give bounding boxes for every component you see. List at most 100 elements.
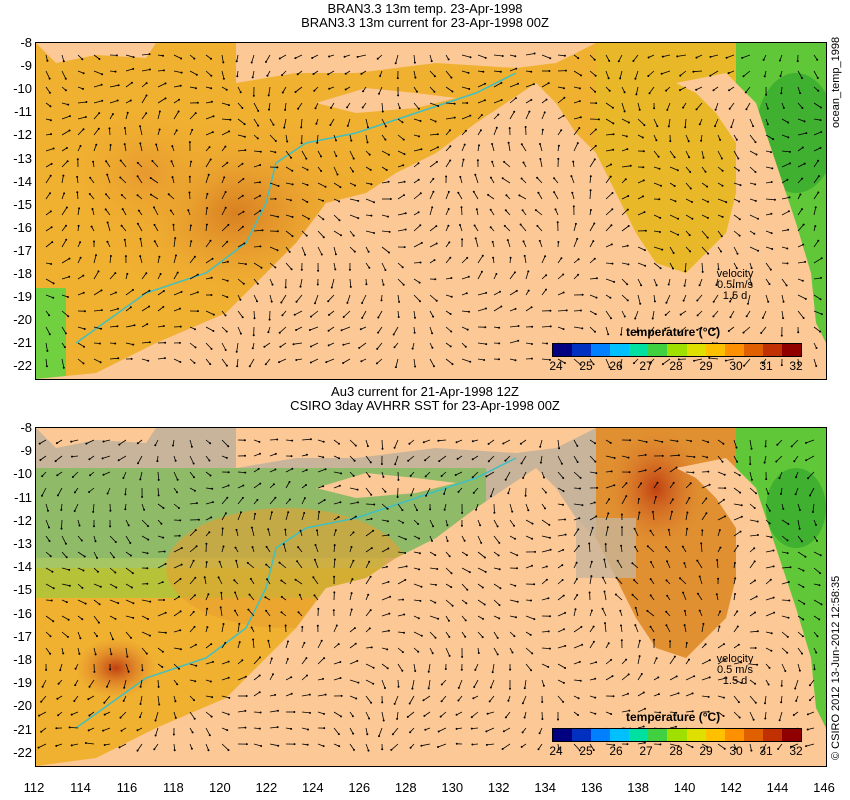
current-arrow xyxy=(685,497,690,505)
current-arrow xyxy=(650,626,655,633)
current-arrow-head xyxy=(466,102,469,104)
current-arrow-head xyxy=(696,314,699,317)
current-arrow-head xyxy=(685,642,688,644)
current-arrow xyxy=(237,134,245,138)
current-arrow-head xyxy=(106,173,109,176)
current-arrow-head xyxy=(136,194,139,197)
current-arrow-head xyxy=(407,459,410,462)
current-arrow xyxy=(653,214,661,219)
current-arrow-head xyxy=(786,552,789,555)
current-arrow-head xyxy=(788,150,791,153)
current-arrow-head xyxy=(370,646,373,649)
current-arrow-head xyxy=(148,305,151,308)
current-arrow-head xyxy=(677,358,680,361)
current-arrow-head xyxy=(659,711,662,714)
current-arrow xyxy=(781,118,789,123)
current-arrow-head xyxy=(226,296,229,299)
current-arrow-head xyxy=(509,687,511,690)
current-arrow xyxy=(809,487,815,496)
current-arrow-head xyxy=(119,176,122,179)
current-arrow-head xyxy=(623,315,626,318)
current-arrow xyxy=(493,70,501,73)
bottom-colorbar-tick: 26 xyxy=(609,744,623,758)
current-arrow xyxy=(797,163,805,168)
current-arrow-head xyxy=(119,716,122,719)
current-arrow-head xyxy=(691,746,694,749)
current-arrow-head xyxy=(766,123,769,126)
current-arrow xyxy=(493,291,501,296)
current-arrow-head xyxy=(55,727,58,730)
current-arrow-head xyxy=(564,533,567,536)
current-arrow-head xyxy=(62,366,65,369)
current-arrow xyxy=(637,640,641,649)
current-arrow xyxy=(173,629,181,633)
current-arrow-head xyxy=(750,283,753,286)
current-arrow xyxy=(733,150,739,159)
current-arrow-head xyxy=(403,153,406,156)
current-arrow-head xyxy=(724,487,727,490)
current-arrow-head xyxy=(801,279,804,282)
current-arrow-head xyxy=(536,224,539,227)
current-arrow xyxy=(205,70,212,77)
current-arrow-head xyxy=(564,518,566,521)
current-arrow xyxy=(685,182,692,189)
current-arrow-head xyxy=(522,477,525,479)
current-arrow-head xyxy=(820,603,823,606)
current-arrow xyxy=(284,102,287,110)
current-arrow xyxy=(429,358,435,367)
current-arrow-head xyxy=(225,88,228,91)
current-arrow-head xyxy=(684,270,687,273)
current-arrow-head xyxy=(438,460,441,463)
current-arrow-head xyxy=(467,71,470,74)
current-arrow xyxy=(428,679,431,689)
current-arrow xyxy=(461,276,469,280)
current-arrow-head xyxy=(610,317,612,320)
current-arrow-head xyxy=(474,668,477,671)
current-arrow-head xyxy=(265,60,267,63)
current-arrow-head xyxy=(579,487,581,490)
current-arrow xyxy=(445,102,455,105)
current-arrow-head xyxy=(65,238,68,241)
current-arrow xyxy=(573,439,578,447)
current-arrow-head xyxy=(628,471,631,474)
current-arrow xyxy=(125,663,129,672)
current-arrow-head xyxy=(709,74,712,77)
current-arrow-head xyxy=(564,611,567,614)
current-arrow-head xyxy=(313,594,316,597)
current-arrow xyxy=(293,342,303,345)
current-arrow xyxy=(45,631,51,637)
current-arrow xyxy=(429,294,437,302)
current-arrow-head xyxy=(206,607,209,610)
current-arrow xyxy=(605,527,609,537)
current-arrow xyxy=(605,192,613,200)
current-arrow xyxy=(541,256,546,264)
current-arrow xyxy=(701,623,704,633)
current-arrow-head xyxy=(422,441,425,444)
current-arrow-head xyxy=(515,67,518,70)
current-arrow xyxy=(557,358,566,364)
current-arrow-head xyxy=(239,91,242,94)
current-arrow xyxy=(541,597,549,601)
current-arrow-head xyxy=(704,643,707,646)
current-arrow-head xyxy=(431,332,434,335)
current-arrow-head xyxy=(393,346,396,349)
current-arrow xyxy=(349,455,355,462)
current-arrow-head xyxy=(356,488,359,491)
current-arrow xyxy=(477,342,487,345)
current-arrow xyxy=(685,471,694,473)
current-arrow-head xyxy=(330,106,332,109)
current-arrow xyxy=(477,551,486,558)
current-arrow-head xyxy=(665,301,668,304)
current-arrow xyxy=(237,226,244,232)
current-arrow xyxy=(173,611,181,617)
current-arrow xyxy=(342,358,351,364)
current-arrow-head xyxy=(562,490,565,493)
current-arrow xyxy=(397,229,406,232)
current-arrow-head xyxy=(439,715,442,718)
current-arrow xyxy=(301,497,306,505)
current-arrow-head xyxy=(316,624,319,627)
current-arrow-head xyxy=(590,575,593,578)
current-arrow xyxy=(679,86,687,91)
current-arrow-head xyxy=(380,299,383,302)
current-arrow-head xyxy=(158,128,161,131)
